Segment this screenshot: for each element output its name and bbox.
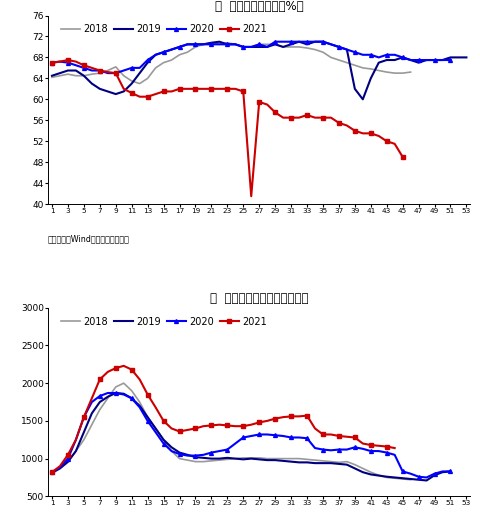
Legend: 2018, 2019, 2020, 2021: 2018, 2019, 2020, 2021 xyxy=(57,313,271,330)
Legend: 2018, 2019, 2020, 2021: 2018, 2019, 2020, 2021 xyxy=(57,20,271,38)
Title: 图  钢铁社会库存总量（万吨）: 图 钢铁社会库存总量（万吨） xyxy=(210,292,309,305)
Title: 图  全国高炉开工率（%）: 图 全国高炉开工率（%） xyxy=(215,0,303,13)
Text: 资料来源：Wind，海通证券研究所: 资料来源：Wind，海通证券研究所 xyxy=(48,235,130,244)
